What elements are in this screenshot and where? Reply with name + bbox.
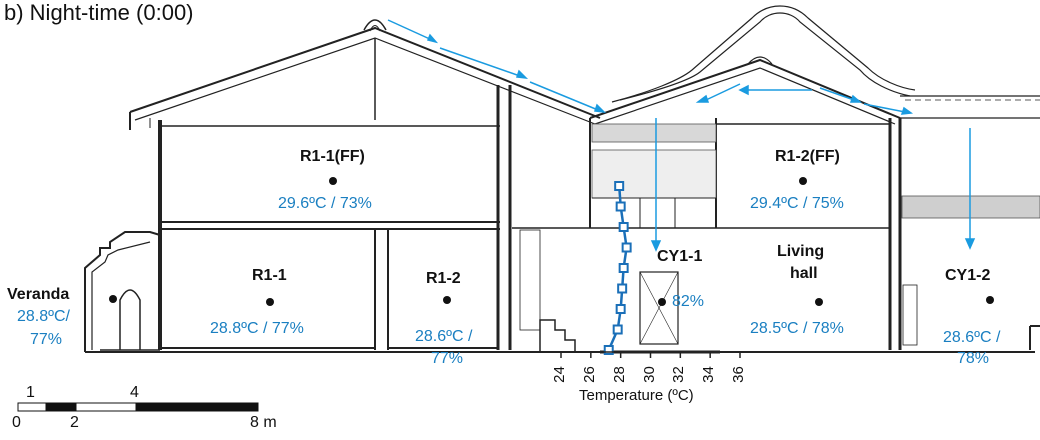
room-label-living-line2: hall: [790, 265, 818, 282]
room-label-cy1-1: CY1-1: [657, 248, 703, 265]
temperature-profile-markers: [603, 181, 632, 355]
room-markers: [109, 177, 994, 306]
temperature-profile-point: [603, 345, 614, 355]
airflow-arrow: [529, 81, 599, 111]
temperature-tick-label: 24: [550, 366, 568, 383]
airflow-arrow: [819, 87, 855, 101]
airflow-arrowhead: [849, 94, 863, 103]
marker-r1-1-ff: [329, 177, 337, 185]
room-value-cy1-2-line2: 78%: [957, 350, 990, 367]
diagram-title: b) Night-time (0:00): [4, 0, 194, 25]
left-roof: [129, 19, 601, 130]
temperature-profile-point: [617, 283, 628, 294]
room-value-r1-2-line2: 77%: [431, 350, 464, 367]
airflow-arrowhead: [426, 33, 439, 44]
scale-label-1: 1: [26, 384, 35, 401]
airflow-arrowhead: [738, 84, 749, 96]
temperature-profile-point: [615, 201, 626, 212]
room-label-r1-2: R1-2: [426, 270, 461, 287]
right-roof: [589, 5, 1040, 125]
airflow-arrowhead: [900, 106, 914, 115]
room-value-r1-2-line1: 28.6ºC /: [415, 328, 473, 345]
room-label-r1-1: R1-1: [252, 267, 287, 284]
airflow-arrows: [387, 19, 976, 252]
airflow-arrow: [387, 19, 433, 41]
room-value-cy1-2-line1: 28.6ºC /: [943, 329, 1001, 346]
veranda-structure: [84, 231, 161, 352]
room-value-r1-1-ff: 29.6ºC / 73%: [278, 195, 372, 212]
airflow-arrowhead: [515, 69, 529, 79]
temperature-profile-point: [612, 324, 623, 335]
temperature-profile-point: [615, 304, 626, 314]
airflow-arrow: [439, 47, 521, 77]
temperature-profile-point: [618, 263, 629, 273]
temperature-tick-label: 28: [610, 366, 628, 383]
marker-cy1-2: [986, 296, 994, 304]
marker-cy1-1: [658, 298, 666, 306]
temperature-axis-ticks: [560, 352, 741, 358]
room-value-veranda-line1: 28.8ºC/: [17, 308, 70, 325]
airflow-arrowhead: [650, 240, 662, 252]
airflow-arrow: [705, 83, 741, 101]
marker-living-hall: [815, 298, 823, 306]
airflow-arrow: [863, 103, 906, 113]
temperature-tick-label: 26: [580, 366, 598, 383]
room-value-cy1-1: 82%: [672, 293, 705, 310]
room-value-r1-1: 28.8ºC / 77%: [210, 320, 304, 337]
room-label-r1-1-ff: R1-1(FF): [300, 148, 365, 165]
temperature-profile-point: [621, 242, 632, 253]
temperature-profile-point: [614, 181, 625, 191]
right-block: [716, 118, 1040, 350]
room-label-living-line1: Living: [777, 243, 825, 260]
room-value-veranda-line2: 77%: [30, 331, 63, 348]
temperature-tick-label: 30: [640, 366, 658, 383]
temperature-tick-label: 36: [729, 366, 747, 383]
room-label-r1-2-ff: R1-2(FF): [775, 148, 840, 165]
courtyard-cy1-1: [512, 118, 890, 354]
scale-label-4: 4: [130, 384, 139, 401]
temperature-profile-point: [618, 222, 629, 232]
room-label-veranda: Veranda: [7, 286, 70, 303]
room-label-cy1-2: CY1-2: [945, 267, 991, 284]
marker-r1-2: [443, 296, 451, 304]
airflow-arrowhead: [964, 238, 976, 250]
marker-r1-2-ff: [799, 177, 807, 185]
scale-label-2: 2: [70, 414, 79, 431]
airflow-arrowhead: [695, 94, 710, 103]
scale-label-8m: 8 m: [250, 414, 277, 431]
room-value-living-hall: 28.5ºC / 78%: [750, 320, 844, 337]
scale-bar: [17, 402, 259, 412]
left-block: [158, 85, 512, 350]
marker-veranda: [109, 295, 117, 303]
marker-r1-1: [266, 298, 274, 306]
temperature-axis-label: Temperature (ºC): [579, 387, 694, 404]
temperature-tick-label: 34: [700, 366, 717, 383]
scale-label-0: 0: [12, 414, 21, 431]
airflow-arrowhead: [593, 103, 607, 113]
temperature-tick-label: 32: [670, 366, 688, 383]
room-value-r1-2-ff: 29.4ºC / 75%: [750, 195, 844, 212]
